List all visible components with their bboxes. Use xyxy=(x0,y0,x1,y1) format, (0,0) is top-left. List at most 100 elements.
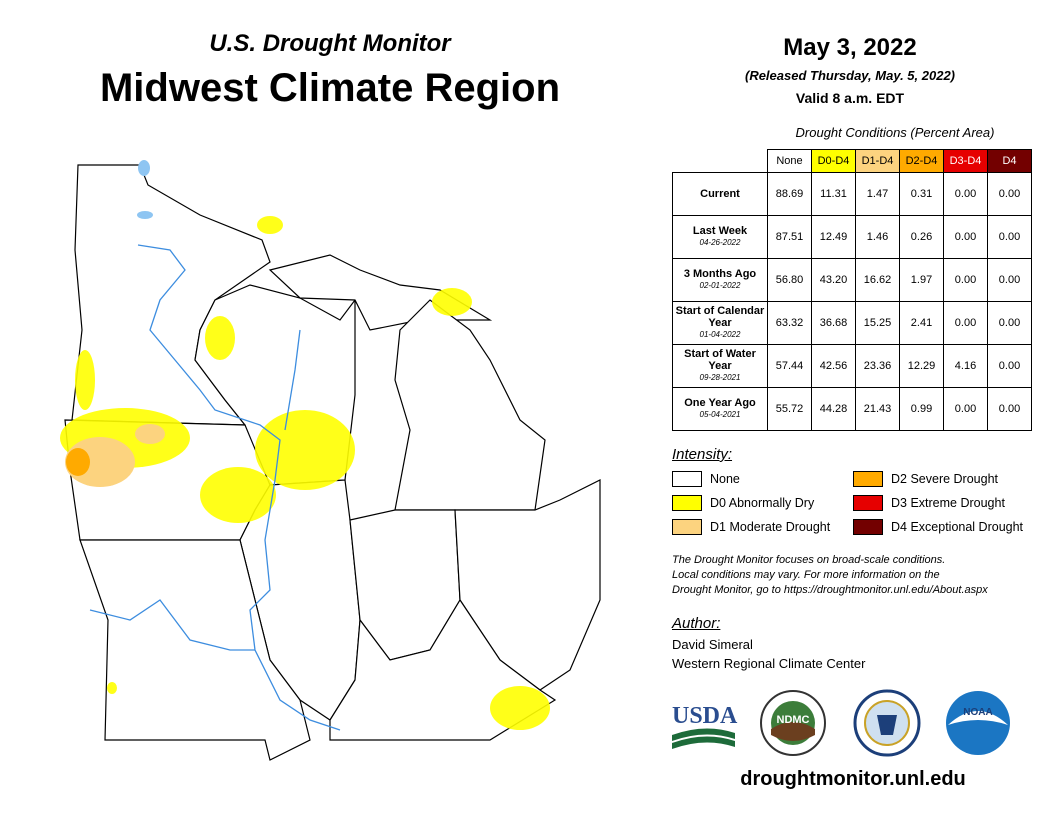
table-value: 55.72 xyxy=(767,387,812,431)
table-value: 0.99 xyxy=(899,387,944,431)
row-label-text: Last Week xyxy=(692,225,748,237)
row-label: Start of Water Year 09-28-2021 xyxy=(672,344,768,388)
d0-area xyxy=(257,216,283,234)
table-row: One Year Ago 05-04-2021 55.72 44.28 21.43 0.9… xyxy=(672,387,1032,431)
table-value: 42.56 xyxy=(811,344,856,388)
header-row: None D0-D4 D1-D4 D2-D4 D3-D4 D4 xyxy=(673,149,1032,173)
d2-area xyxy=(66,448,90,476)
table-value: 16.62 xyxy=(855,258,900,302)
row-label: One Year Ago 05-04-2021 xyxy=(672,387,768,431)
table-value: 57.44 xyxy=(767,344,812,388)
d0-area xyxy=(205,316,235,360)
table-value: 1.97 xyxy=(899,258,944,302)
d0-area xyxy=(107,682,117,694)
table-row: Start of Water Year 09-28-2021 57.44 42.56 2… xyxy=(672,344,1032,388)
river xyxy=(137,244,341,731)
row-label-text: Start of Calendar Year xyxy=(675,305,765,329)
table-value: 1.46 xyxy=(855,215,900,259)
blank-cell xyxy=(673,150,768,173)
ndmc-logo-ground xyxy=(771,722,815,741)
table-value: 12.29 xyxy=(899,344,944,388)
column-header: D0-D4 xyxy=(811,149,856,173)
author-heading: Author: xyxy=(672,615,721,632)
table-row: Current 88.69 11.31 1.47 0.31 0.00 0.00 xyxy=(672,172,1032,216)
legend-label: D4 Exceptional Drought xyxy=(891,520,1024,534)
row-label: Current xyxy=(672,172,768,216)
author-organization: Western Regional Climate Center xyxy=(672,656,866,671)
column-header: None xyxy=(767,149,812,173)
drought-map xyxy=(60,160,601,761)
table-value: 43.20 xyxy=(811,258,856,302)
table-value: 0.00 xyxy=(943,172,988,216)
d0-area xyxy=(432,288,472,316)
row-label-text: One Year Ago xyxy=(684,397,756,409)
table-value: 4.16 xyxy=(943,344,988,388)
table-value: 0.00 xyxy=(987,344,1032,388)
row-label: Last Week 04-26-2022 xyxy=(672,215,768,259)
table-value: 1.47 xyxy=(855,172,900,216)
lake xyxy=(138,160,150,176)
release-date: (Released Thursday, May. 5, 2022) xyxy=(744,68,956,83)
table-value: 56.80 xyxy=(767,258,812,302)
valid-time: Valid 8 a.m. EDT xyxy=(795,90,905,106)
row-date: 01-04-2022 xyxy=(699,330,741,339)
logos: USDA NDMC NOAA xyxy=(672,689,1010,757)
subtitle: U.S. Drought Monitor xyxy=(209,30,451,57)
column-header: D1-D4 xyxy=(855,149,900,173)
d1-area xyxy=(135,424,165,444)
note-line: Drought Monitor, go to https://droughtmo… xyxy=(672,584,988,596)
legend-swatch xyxy=(672,471,702,487)
legend-item: D3 Extreme Drought xyxy=(853,495,1005,511)
usda-logo: USDA xyxy=(672,703,738,729)
column-header: D4 xyxy=(987,149,1032,173)
table-value: 12.49 xyxy=(811,215,856,259)
legend-title: Intensity: xyxy=(672,446,733,463)
note: The Drought Monitor focuses on broad-sca… xyxy=(672,553,1042,598)
table-value: 0.26 xyxy=(899,215,944,259)
map-date: May 3, 2022 xyxy=(783,34,917,61)
table-value: 2.41 xyxy=(899,301,944,345)
table-value: 15.25 xyxy=(855,301,900,345)
row-label-text: Current xyxy=(700,188,740,200)
row-date: 05-04-2021 xyxy=(699,410,741,419)
table-value: 23.36 xyxy=(855,344,900,388)
row-label: 3 Months Ago 02-01-2022 xyxy=(672,258,768,302)
legend-swatch xyxy=(853,495,883,511)
legend-label: D0 Abnormally Dry xyxy=(710,496,815,510)
state-mi-lower xyxy=(394,299,546,511)
table-value: 0.00 xyxy=(943,258,988,302)
row-label-text: 3 Months Ago xyxy=(683,268,757,280)
table-value: 0.00 xyxy=(943,301,988,345)
table-caption: Drought Conditions (Percent Area) xyxy=(795,125,995,140)
conditions-table: None D0-D4 D1-D4 D2-D4 D3-D4 D4 Current 88.69 11… xyxy=(672,149,1032,431)
legend-label: None xyxy=(710,472,740,486)
noaa-logo xyxy=(946,691,1010,755)
state-mo xyxy=(79,539,311,761)
table-value: 21.43 xyxy=(855,387,900,431)
river xyxy=(284,329,301,431)
noaa-logo-bird xyxy=(948,711,1008,725)
legend-item: None xyxy=(672,471,740,487)
legend-label: D2 Severe Drought xyxy=(891,472,999,486)
table-value: 87.51 xyxy=(767,215,812,259)
legend-swatch xyxy=(853,471,883,487)
table-value: 44.28 xyxy=(811,387,856,431)
table-value: 63.32 xyxy=(767,301,812,345)
footer-url: droughtmonitor.unl.edu xyxy=(740,768,966,790)
table-value: 0.31 xyxy=(899,172,944,216)
d0-area xyxy=(490,686,550,730)
table-value: 0.00 xyxy=(943,387,988,431)
d0-area xyxy=(200,467,276,523)
legend-swatch xyxy=(672,495,702,511)
note-line: The Drought Monitor focuses on broad-sca… xyxy=(672,554,946,566)
table-value: 0.00 xyxy=(987,301,1032,345)
table-value: 0.00 xyxy=(987,387,1032,431)
legend-swatch xyxy=(672,519,702,535)
legend-item: D0 Abnormally Dry xyxy=(672,495,814,511)
table-row: Last Week 04-26-2022 87.51 12.49 1.46 0.26 0.0… xyxy=(672,215,1032,259)
usda-swoosh xyxy=(672,736,735,749)
doc-logo-shield xyxy=(877,715,897,735)
row-date: 09-28-2021 xyxy=(699,373,741,382)
d0-area xyxy=(75,350,95,410)
